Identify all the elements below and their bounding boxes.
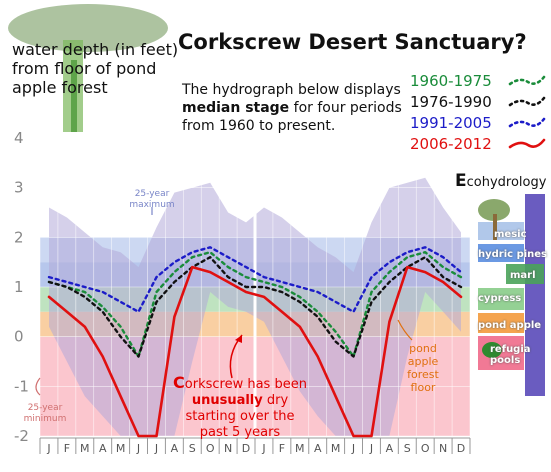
legend-item: 1976-1990	[410, 91, 550, 112]
description-line1: The hydrograph below displays	[182, 82, 401, 98]
y-tick-label: 1	[14, 278, 24, 296]
eco-zone-swatch	[506, 264, 544, 284]
trunk-icon	[493, 214, 497, 240]
x-tick-label: J	[351, 442, 355, 455]
axis-note: water depth (in feet) from floor of pond…	[12, 40, 179, 97]
x-tick-label: A	[171, 442, 179, 455]
x-tick-label: F	[279, 442, 285, 455]
x-tick-label: J	[46, 442, 50, 455]
eco-column	[525, 194, 545, 396]
legend-label: 2006-2012	[410, 134, 492, 153]
dry-initial: C	[173, 373, 185, 392]
x-tick-label: M	[331, 442, 341, 455]
legend: 1960-1975 1976-1990 1991-2005 2006-2012	[410, 70, 550, 154]
series-line-1976-1990	[47, 256, 463, 358]
tree-illustration	[8, 4, 168, 132]
x-tick-label: J	[154, 442, 158, 455]
legend-swatches	[508, 75, 546, 149]
dry-text-1: orkscrew has been	[184, 377, 307, 392]
eco-zone-label: cypress	[478, 293, 522, 304]
x-tick-label: D	[457, 442, 465, 455]
series-line-1991-2005	[47, 246, 463, 313]
eco-zone-swatch	[478, 313, 524, 333]
ecohydrology-title: Ecohydrology	[455, 171, 546, 191]
chart-title: Corkscrew Desert Sanctuary?	[178, 30, 527, 54]
legend-item: 1991-2005	[410, 112, 550, 133]
grid-lines	[39, 137, 471, 437]
x-tick-label: F	[64, 442, 70, 455]
x-tick-label: N	[224, 442, 232, 455]
x-tick-label: S	[189, 442, 196, 455]
y-tick-label: 4	[14, 129, 24, 147]
min-annotation: 25-year minimum	[23, 403, 67, 424]
x-tick-label: M	[116, 442, 126, 455]
eco-initial: E	[455, 171, 467, 191]
x-tick-label: M	[295, 442, 305, 455]
y-tick-label: -2	[14, 427, 29, 445]
min-arrow	[35, 377, 41, 396]
eco-zone-swatch	[478, 244, 524, 262]
eco-zone-label: pond apple	[478, 320, 542, 331]
eco-zone-label: hydric pines	[478, 249, 548, 260]
legend-label: 1960-1975	[410, 71, 492, 90]
y-tick-label: 0	[14, 328, 24, 346]
eco-rest: cohydrology	[466, 175, 547, 190]
chart-description: The hydrograph below displays median sta…	[182, 81, 407, 135]
dry-annotation: Corkscrew has been unusually dry startin…	[170, 375, 310, 441]
x-tick-label: M	[80, 442, 90, 455]
x-tick-label: D	[242, 442, 250, 455]
eco-zone-swatch	[478, 222, 524, 240]
x-tick-label: J	[261, 442, 265, 455]
legend-swatch	[508, 75, 546, 86]
max-annotation: 25-year maximum	[129, 189, 175, 210]
x-tick-label: A	[386, 442, 394, 455]
dry-arrow-head	[235, 335, 242, 343]
legend-label: 1991-2005	[410, 113, 492, 132]
x-tick-label: N	[439, 442, 447, 455]
series-line-2006-2012	[47, 265, 463, 438]
eco-zone-label: marl	[510, 270, 536, 281]
dry-bold: unusually	[191, 393, 263, 408]
legend-swatch	[508, 96, 546, 107]
x-tick-label: S	[404, 442, 411, 455]
series-lines	[47, 246, 463, 438]
y-tick-label: -1	[14, 377, 29, 395]
y-tick-label: 3	[14, 179, 24, 197]
x-tick-label: J	[369, 442, 373, 455]
legend-swatch	[508, 117, 546, 128]
x-tick-label: O	[421, 442, 430, 455]
y-axis: -2 -1 0 1 2 3 4	[14, 129, 29, 445]
fern-icon	[482, 342, 502, 358]
floor-annotation: pond apple forest floor	[407, 342, 439, 394]
description-bold: median stage	[182, 100, 290, 116]
legend-swatch	[508, 138, 546, 149]
x-tick-label: J	[136, 442, 140, 455]
x-tick-label: A	[99, 442, 107, 455]
description-line2: for four periods from 1960 to present.	[182, 100, 402, 134]
ecohydrology-bars	[478, 194, 545, 396]
x-tick-label: A	[314, 442, 322, 455]
x-tick-label: O	[206, 442, 215, 455]
legend-item: 1960-1975	[410, 70, 550, 91]
eco-zone-label: mesic	[494, 229, 527, 240]
legend-label: 1976-1990	[410, 92, 492, 111]
floor-arrow	[397, 319, 413, 341]
tree-canopy	[8, 4, 168, 52]
dry-text-2: dry starting over the past 5 years	[185, 393, 295, 440]
series-line-1960-1975	[47, 251, 463, 358]
legend-item: 2006-2012	[410, 133, 550, 154]
y-tick-label: 2	[14, 228, 24, 246]
tree-icon	[478, 199, 510, 221]
eco-zone-label: refugia pools	[490, 344, 531, 366]
eco-zone-swatch	[478, 288, 524, 310]
